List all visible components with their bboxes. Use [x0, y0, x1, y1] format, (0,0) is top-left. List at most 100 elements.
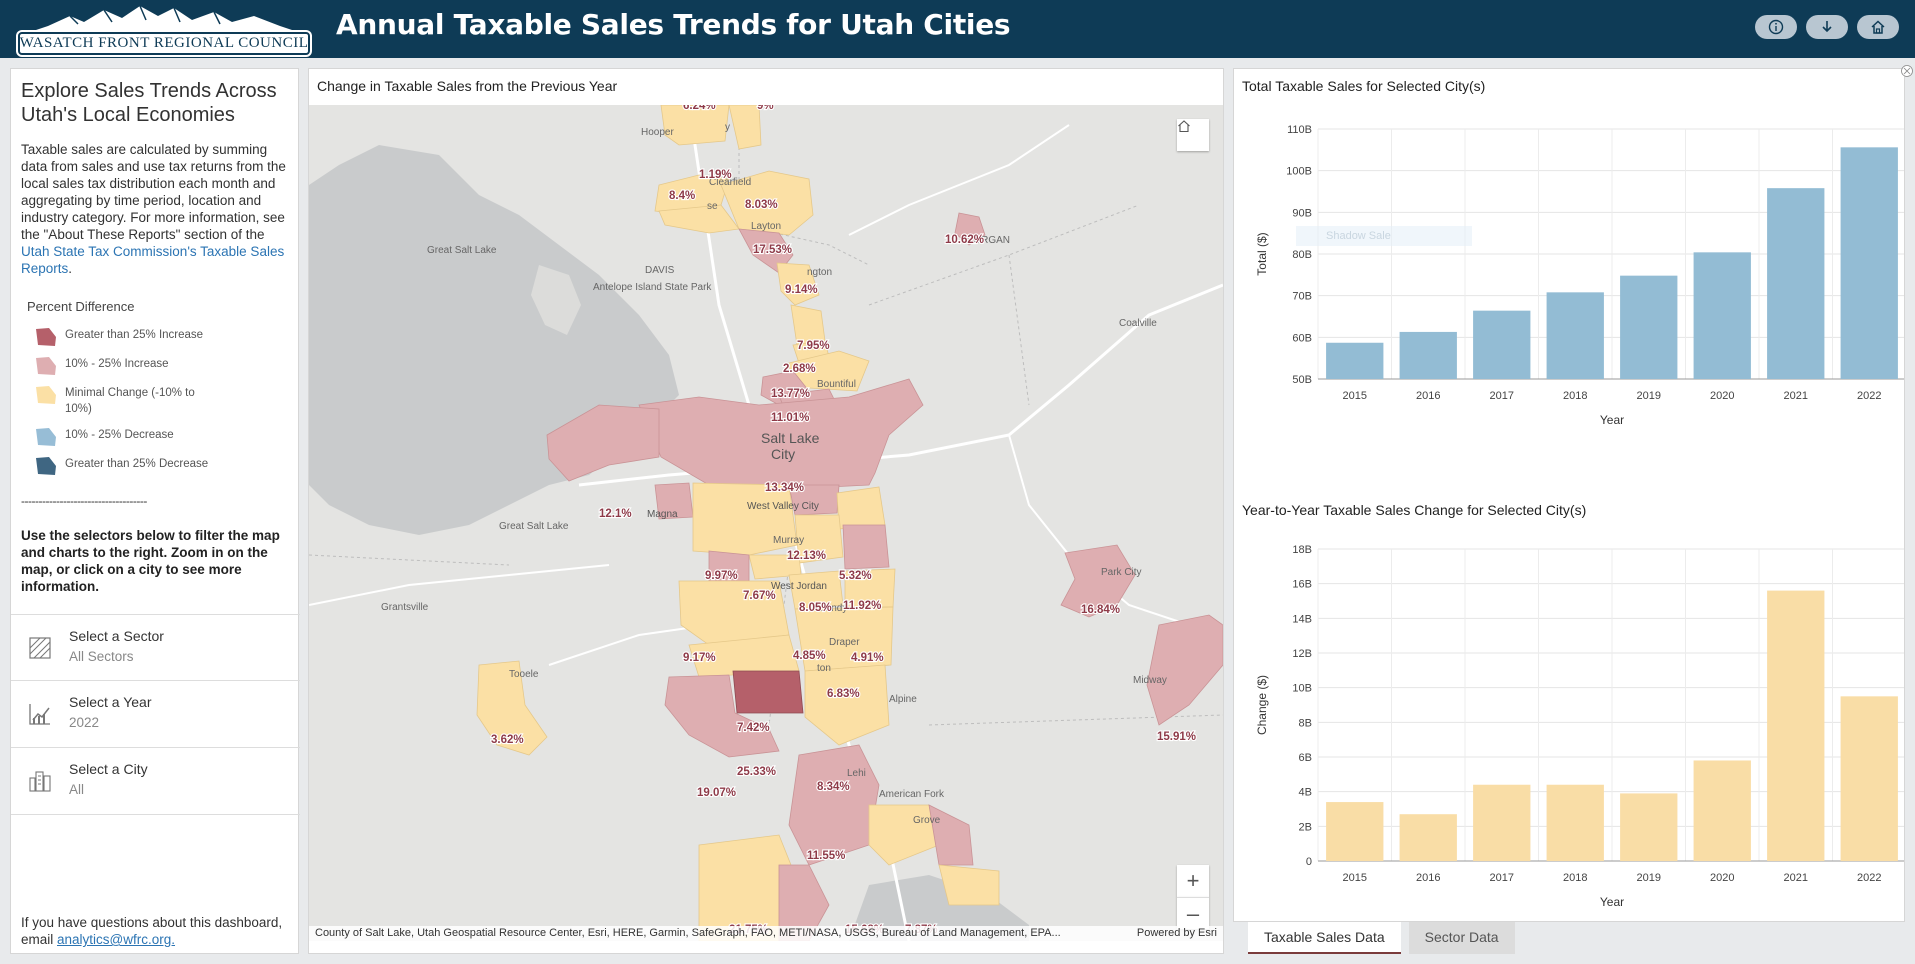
- tax-commission-link[interactable]: Utah State Tax Commission's Taxable Sale…: [21, 244, 285, 276]
- legend-item: 10% - 25% Decrease: [35, 427, 215, 447]
- bar[interactable]: [1399, 331, 1457, 379]
- city-west-slc: [546, 404, 660, 482]
- sector-selector-label: Select a Sector: [69, 628, 164, 644]
- map-value-label: 11.01%: [771, 412, 809, 424]
- map-place-label: Grove: [913, 815, 941, 826]
- y-tick-label: 18B: [1292, 544, 1312, 556]
- year-selector-label: Select a Year: [69, 694, 152, 710]
- x-tick-label: 2017: [1490, 872, 1514, 884]
- map-value-label: 10.62%: [945, 234, 984, 246]
- legend-swatch: [36, 328, 56, 346]
- city-murray: [794, 514, 844, 564]
- x-tick-label: 2022: [1857, 872, 1881, 884]
- legend-item: Greater than 25% Decrease: [35, 456, 215, 476]
- map-place-label: Murray: [773, 535, 804, 546]
- map-value-label: 8.34%: [817, 781, 850, 793]
- y-tick-label: 2B: [1299, 821, 1312, 833]
- basemap: Hooper Clearfield Layton Great Salt Lake DAV…: [309, 105, 1223, 941]
- x-tick-label: 2020: [1710, 872, 1734, 884]
- tab-sector-data[interactable]: Sector Data: [1408, 922, 1515, 954]
- home-button[interactable]: [1857, 15, 1899, 39]
- map-place-label: Tooele: [509, 669, 539, 680]
- chart-title-change: Year-to-Year Taxable Sales Change for Se…: [1242, 502, 1587, 518]
- download-icon: [1822, 21, 1832, 33]
- chart-line-icon: [29, 704, 50, 725]
- powered-by: Powered by Esri: [1136, 927, 1217, 939]
- bar[interactable]: [1546, 292, 1604, 379]
- chart-title-total: Total Taxable Sales for Selected City(s): [1242, 78, 1486, 94]
- email-link[interactable]: analytics@wfrc.org.: [57, 932, 176, 947]
- map-view[interactable]: Hooper Clearfield Layton Great Salt Lake DAV…: [309, 105, 1223, 941]
- y-tick-label: 8B: [1299, 717, 1312, 729]
- legend-label: 10% - 25% Increase: [65, 358, 169, 370]
- map-place-label: Magna: [647, 509, 678, 520]
- x-tick-label: 2019: [1637, 872, 1661, 884]
- map-place-label: Alpine: [889, 694, 917, 705]
- map-value-label: 3.62%: [491, 734, 524, 746]
- legend-swatch: [36, 457, 56, 475]
- map-place-label: y: [725, 122, 730, 133]
- bar[interactable]: [1326, 802, 1384, 861]
- city-sandy: [794, 606, 894, 672]
- tab-taxable-sales-data[interactable]: Taxable Sales Data: [1248, 922, 1401, 954]
- info-button[interactable]: [1755, 15, 1797, 39]
- bar[interactable]: [1620, 793, 1678, 861]
- sector-icon: [29, 637, 51, 659]
- bar[interactable]: [1840, 147, 1898, 379]
- city-selector[interactable]: Select a City All: [11, 748, 300, 815]
- map-place-label: Coalville: [1119, 318, 1157, 329]
- change-sales-chart[interactable]: 0 2B 4B 6B 8B 10B 12B 14B 16B 18B 2015 2016 2017 2018…: [1234, 529, 1904, 919]
- map-place-label: ton: [817, 663, 831, 674]
- bar[interactable]: [1399, 814, 1457, 861]
- download-button[interactable]: [1806, 15, 1848, 39]
- bar[interactable]: [1767, 590, 1825, 861]
- map-title: Change in Taxable Sales from the Previou…: [317, 78, 618, 94]
- y-tick-label: 14B: [1292, 613, 1312, 625]
- x-tick-label: 2020: [1710, 390, 1734, 402]
- bar[interactable]: [1473, 310, 1531, 379]
- bar[interactable]: [1546, 784, 1604, 861]
- map-value-label: 9.97%: [705, 570, 738, 582]
- home-icon: [1871, 20, 1885, 34]
- y-tick-label: 0: [1306, 856, 1312, 868]
- y-tick-label: 90B: [1292, 207, 1312, 219]
- map-value-label: 11.92%: [843, 600, 881, 612]
- map-value-label: 13.77%: [771, 388, 810, 400]
- x-tick-label: 2016: [1416, 390, 1440, 402]
- legend-title: Percent Difference: [27, 299, 135, 314]
- map-home-button[interactable]: [1177, 119, 1209, 151]
- y-tick-label: 50B: [1292, 374, 1312, 386]
- map-value-label: 5.32%: [839, 570, 872, 582]
- expand-icon[interactable]: [1901, 65, 1913, 77]
- legend-swatch: [36, 428, 56, 446]
- sector-selector-value: All Sectors: [69, 649, 134, 664]
- city-millcreek: [836, 486, 886, 530]
- bar[interactable]: [1693, 252, 1751, 379]
- bar[interactable]: [1693, 760, 1751, 861]
- y-tick-label: 100B: [1286, 166, 1312, 178]
- map-value-label: 7.42%: [737, 722, 770, 734]
- bar[interactable]: [1620, 275, 1678, 379]
- contact-note: If you have questions about this dashboa…: [21, 915, 283, 947]
- info-icon: [1768, 19, 1784, 35]
- instructions: Use the selectors below to filter the ma…: [21, 528, 280, 594]
- map-attribution: County of Salt Lake, Utah Geospatial Res…: [309, 926, 1223, 941]
- map-value-label: 9%: [757, 105, 774, 112]
- bar[interactable]: [1840, 696, 1898, 861]
- sector-selector[interactable]: Select a Sector All Sectors: [11, 614, 300, 681]
- map-value-label: 15.91%: [1157, 731, 1196, 743]
- zoom-out-button[interactable]: –: [1177, 897, 1209, 929]
- map-place-label: Draper: [829, 637, 860, 648]
- bar[interactable]: [1473, 784, 1531, 861]
- map-value-label: 12.13%: [787, 550, 826, 562]
- legend-swatch: [36, 357, 56, 375]
- chart-tooltip: Shadow Sale: [1296, 226, 1472, 246]
- city-park-city: [1060, 544, 1136, 618]
- bar[interactable]: [1767, 188, 1825, 379]
- bar[interactable]: [1326, 342, 1384, 379]
- legend-item: 10% - 25% Increase: [35, 356, 215, 376]
- total-sales-chart[interactable]: 50B 60B 70B 80B 90B 100B 110B 2015 2016 2017 2018 2…: [1234, 105, 1904, 475]
- zoom-in-button[interactable]: +: [1177, 865, 1209, 897]
- year-selector[interactable]: Select a Year 2022: [11, 681, 300, 748]
- map-value-label: 1.19%: [699, 169, 732, 181]
